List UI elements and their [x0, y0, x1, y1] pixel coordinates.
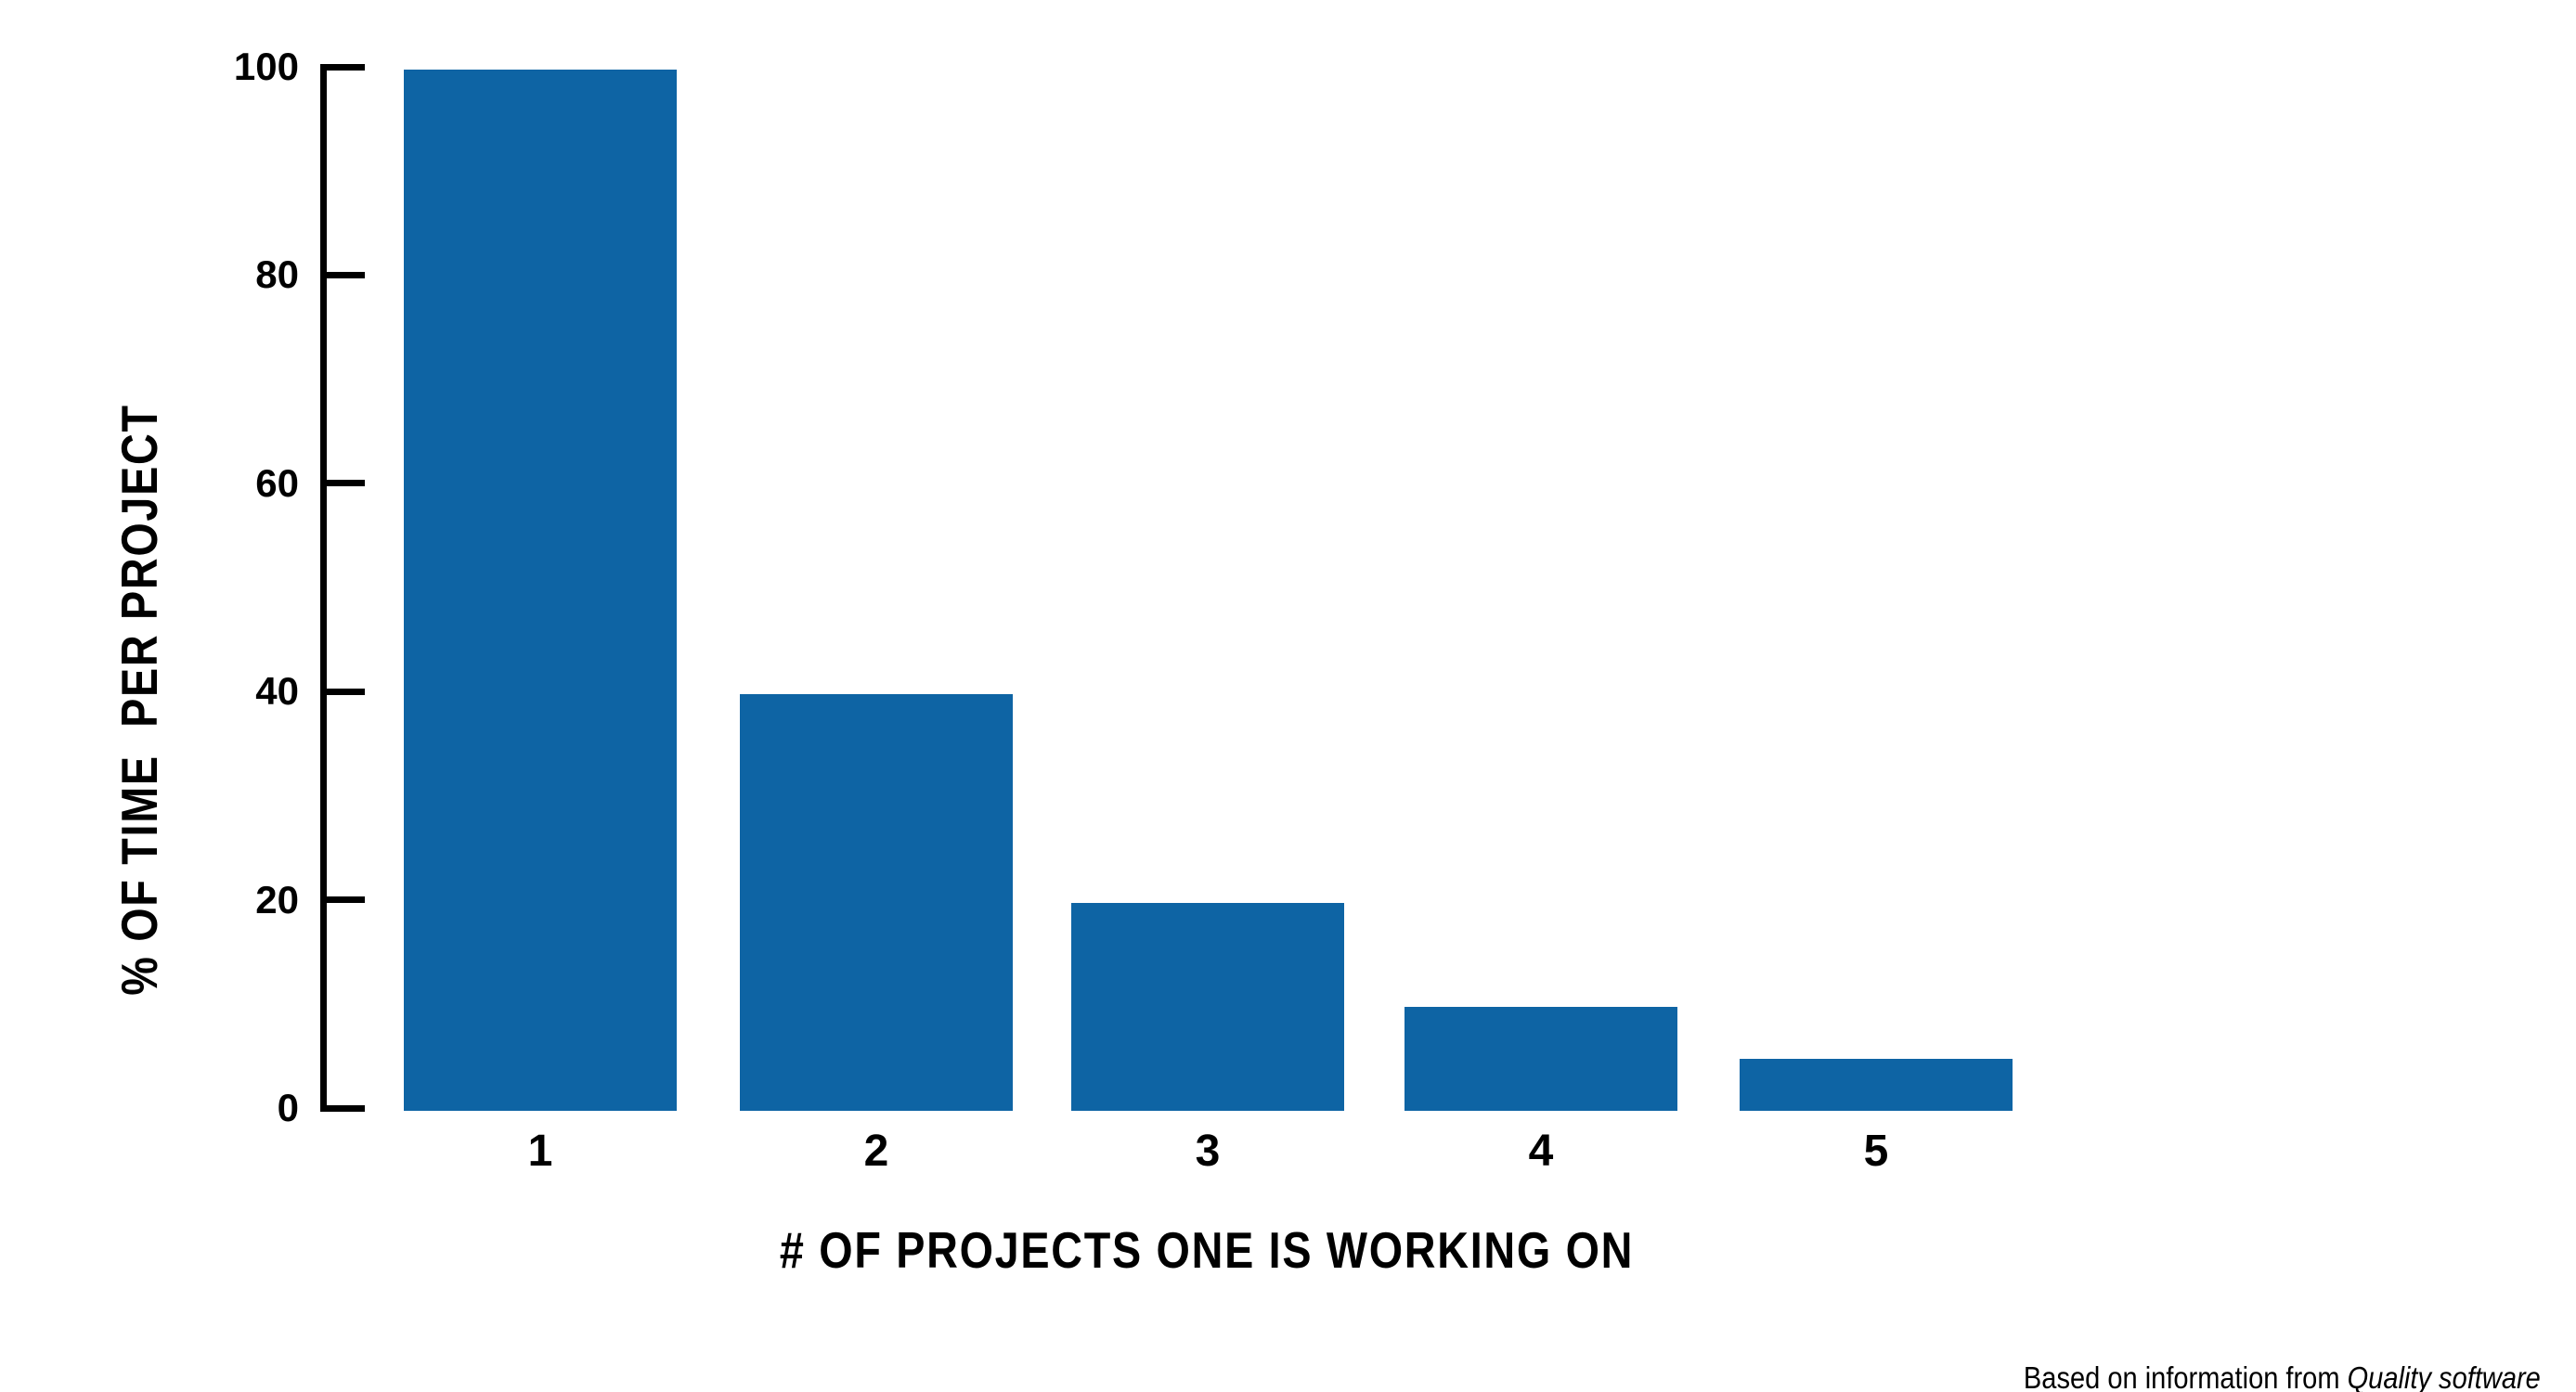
- y-axis-line: [319, 63, 327, 1112]
- y-tick: [323, 896, 365, 904]
- bar-5: [1740, 1058, 2013, 1111]
- y-tick: [323, 271, 365, 278]
- y-tick-label: 40: [255, 669, 299, 714]
- y-tick-label: 60: [255, 460, 299, 505]
- citation-line-1: Based on information from Quality softwa…: [2024, 1360, 2541, 1392]
- bar-3: [1071, 902, 1344, 1111]
- y-tick: [323, 480, 365, 487]
- category-label-3: 3: [1195, 1127, 1221, 1176]
- citation-italic-segment: Quality software: [2347, 1360, 2541, 1392]
- y-tick-label: 100: [233, 45, 299, 88]
- bar-2: [740, 694, 1013, 1111]
- y-tick: [323, 1104, 365, 1112]
- x-axis-title: # OF PROJECTS ONE IS WORKING ON: [779, 1221, 1635, 1279]
- y-tick-label: 80: [255, 252, 299, 297]
- source-citation: Based on information from Quality softwa…: [2024, 1290, 2541, 1392]
- bar-1: [404, 70, 677, 1111]
- y-tick: [323, 688, 365, 695]
- citation-text-segment: Based on information from: [2024, 1360, 2348, 1392]
- bar-4: [1405, 1006, 1677, 1111]
- category-label-2: 2: [863, 1127, 889, 1176]
- category-label-5: 5: [1863, 1127, 1889, 1176]
- category-label-4: 4: [1528, 1127, 1554, 1176]
- y-tick-label: 20: [255, 877, 299, 922]
- y-tick-label: 0: [277, 1086, 299, 1129]
- category-label-1: 1: [527, 1127, 553, 1176]
- y-tick: [323, 63, 365, 71]
